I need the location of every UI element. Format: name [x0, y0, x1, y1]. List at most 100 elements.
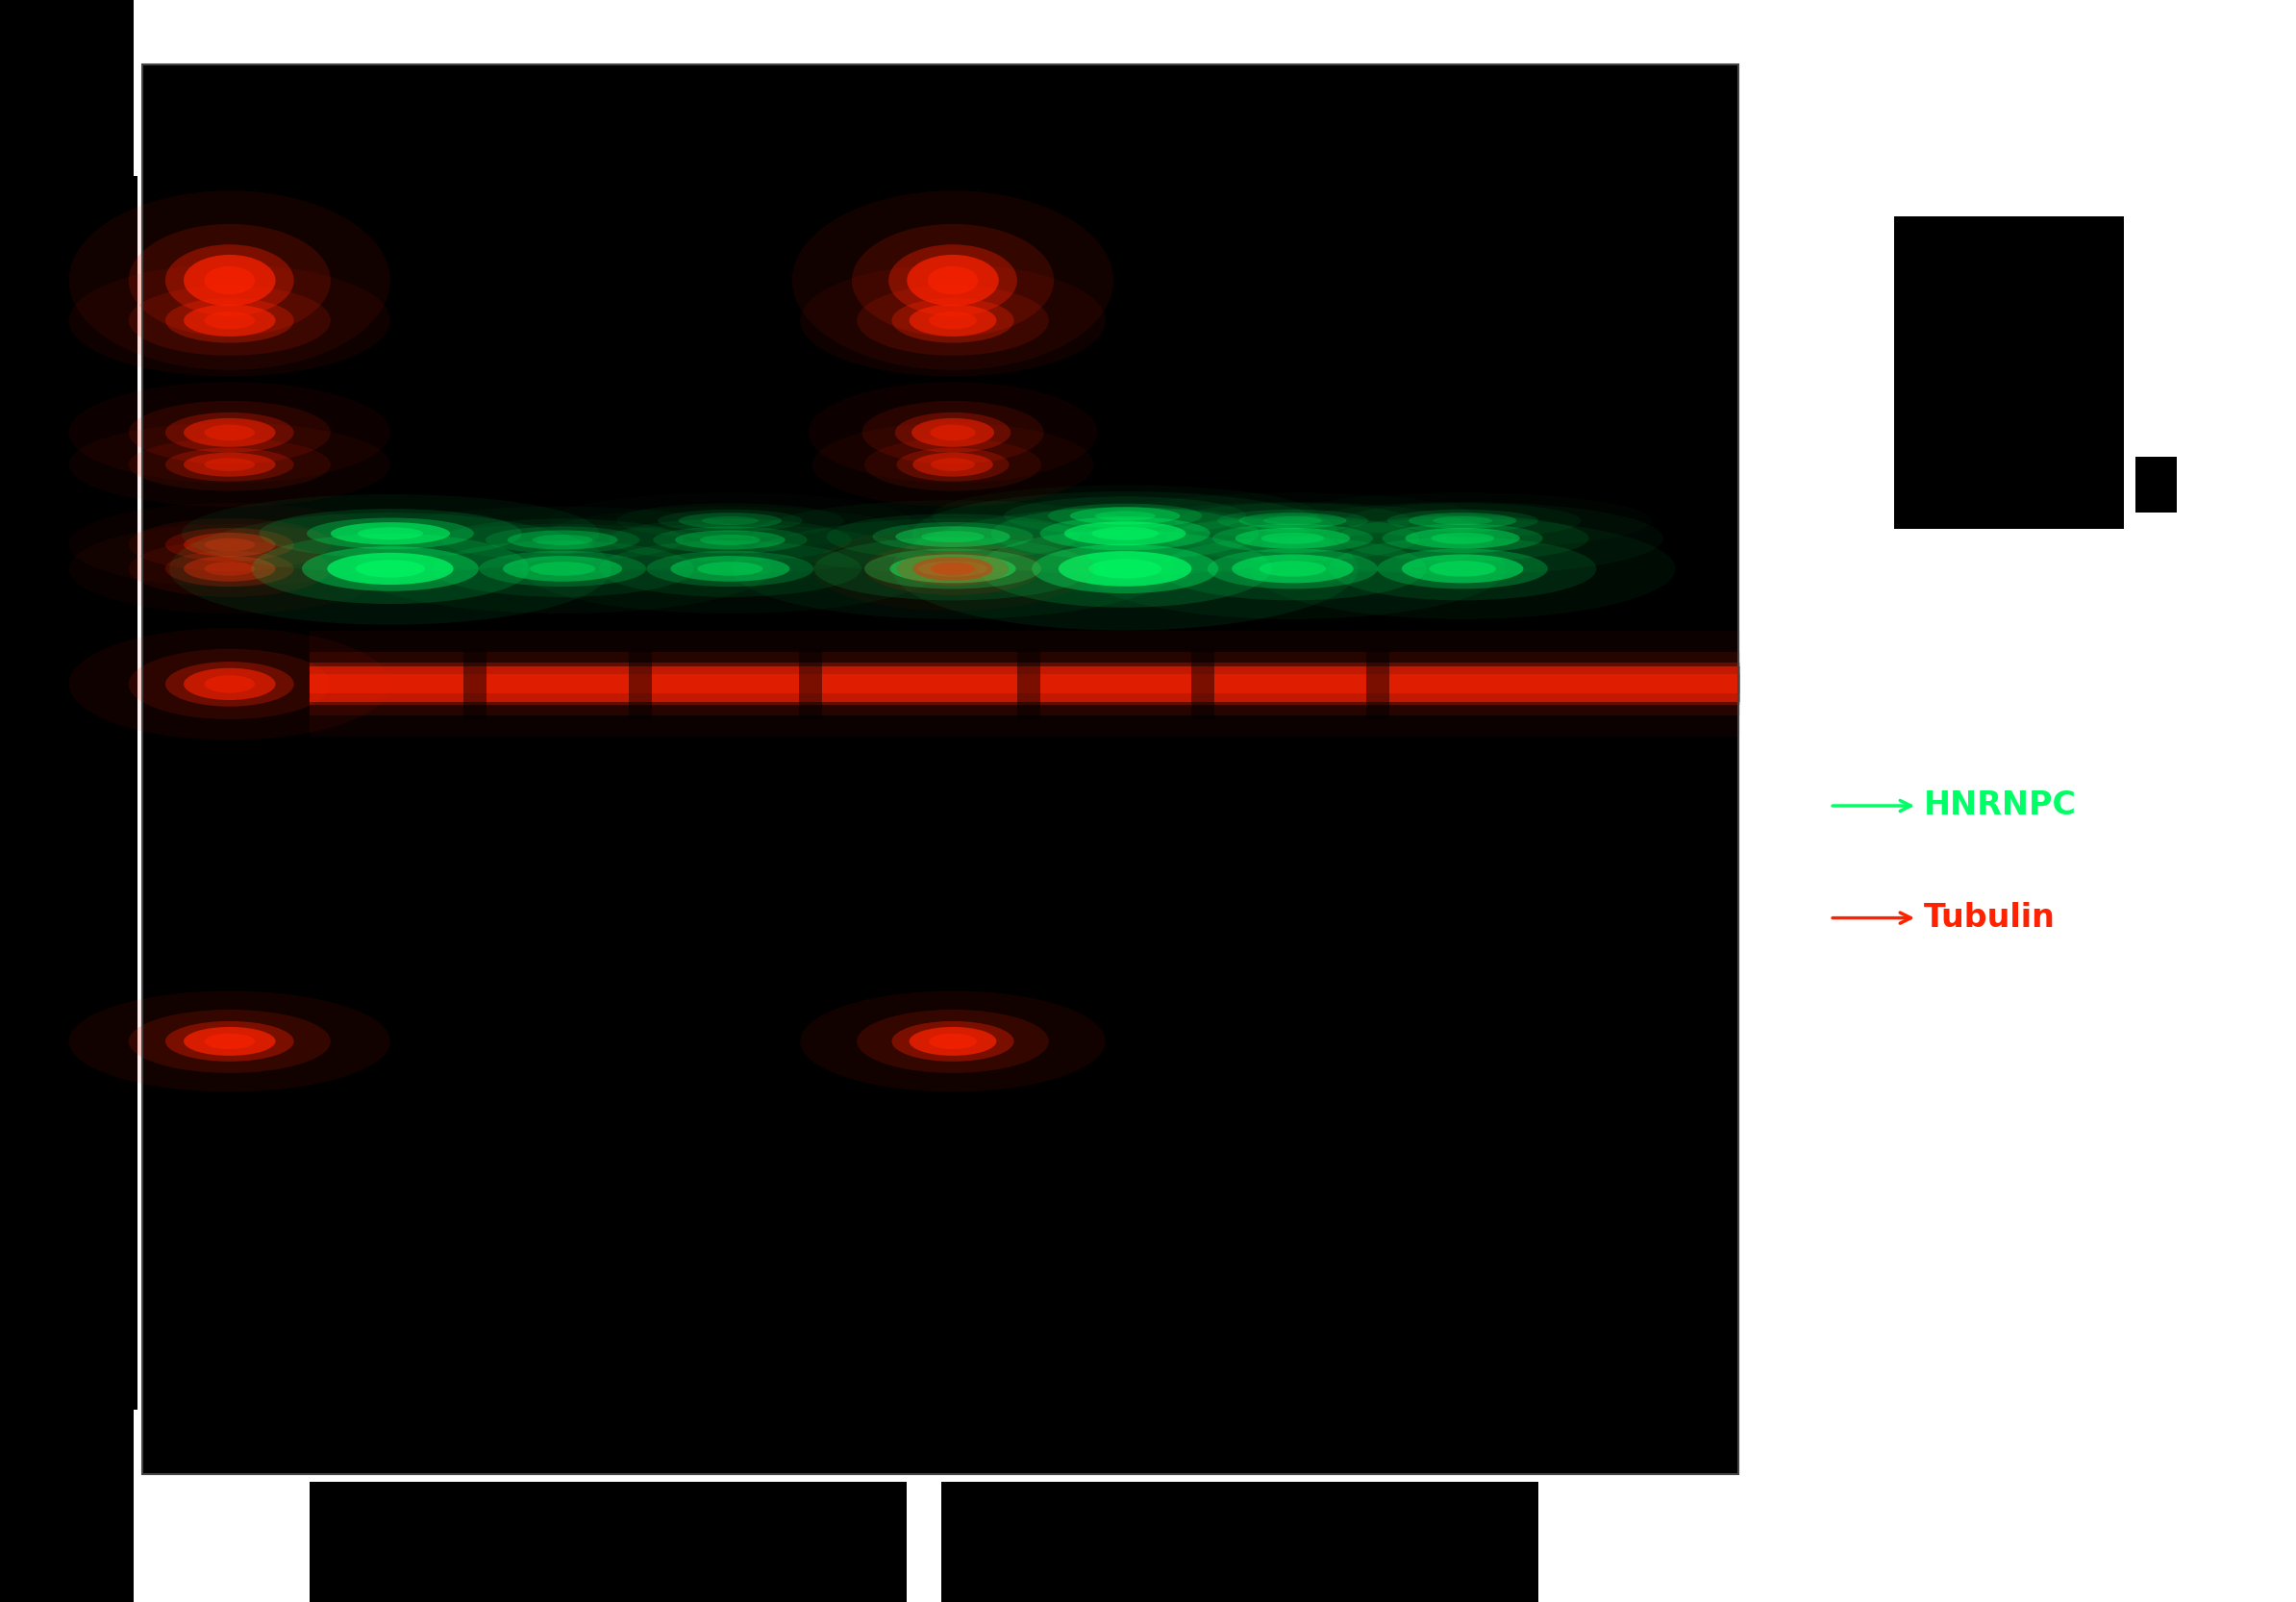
- Bar: [310, 674, 1740, 694]
- Ellipse shape: [1063, 522, 1185, 545]
- Ellipse shape: [914, 453, 992, 477]
- Ellipse shape: [928, 266, 978, 295]
- Ellipse shape: [863, 541, 1042, 596]
- Ellipse shape: [170, 513, 611, 625]
- Ellipse shape: [129, 224, 331, 336]
- Bar: [1366, 649, 1389, 719]
- Bar: [629, 649, 652, 719]
- Ellipse shape: [1258, 561, 1327, 577]
- Ellipse shape: [895, 412, 1010, 453]
- Ellipse shape: [1003, 497, 1247, 535]
- Ellipse shape: [69, 191, 390, 370]
- Ellipse shape: [675, 530, 785, 549]
- Ellipse shape: [69, 264, 390, 376]
- Ellipse shape: [599, 540, 861, 598]
- Ellipse shape: [647, 551, 813, 586]
- Ellipse shape: [918, 561, 987, 577]
- Ellipse shape: [1378, 548, 1548, 590]
- Ellipse shape: [358, 527, 422, 540]
- Ellipse shape: [1235, 529, 1350, 548]
- Ellipse shape: [165, 551, 294, 586]
- Ellipse shape: [659, 509, 804, 532]
- Ellipse shape: [921, 530, 985, 543]
- Ellipse shape: [1031, 545, 1219, 593]
- Ellipse shape: [1159, 537, 1426, 601]
- Ellipse shape: [331, 522, 450, 545]
- Ellipse shape: [827, 514, 1079, 559]
- Ellipse shape: [889, 245, 1017, 316]
- Ellipse shape: [1040, 517, 1210, 551]
- Ellipse shape: [652, 527, 808, 553]
- Ellipse shape: [799, 990, 1107, 1093]
- Ellipse shape: [978, 530, 1272, 607]
- Ellipse shape: [912, 418, 994, 447]
- Ellipse shape: [165, 662, 294, 706]
- Ellipse shape: [863, 548, 1042, 590]
- Ellipse shape: [204, 676, 255, 694]
- Ellipse shape: [1336, 516, 1589, 561]
- Bar: [310, 663, 1740, 705]
- Ellipse shape: [1231, 554, 1352, 583]
- Ellipse shape: [253, 533, 530, 604]
- Ellipse shape: [856, 285, 1049, 356]
- Bar: [142, 64, 1738, 1474]
- Text: Tubulin: Tubulin: [1924, 902, 2055, 934]
- Ellipse shape: [1058, 551, 1192, 586]
- Ellipse shape: [308, 517, 473, 549]
- Ellipse shape: [69, 381, 390, 484]
- Ellipse shape: [992, 506, 1258, 561]
- Ellipse shape: [204, 562, 255, 575]
- Ellipse shape: [507, 530, 618, 549]
- Ellipse shape: [930, 425, 976, 441]
- Ellipse shape: [259, 509, 521, 557]
- Ellipse shape: [356, 561, 425, 578]
- Ellipse shape: [1166, 516, 1419, 561]
- Ellipse shape: [181, 495, 599, 574]
- Ellipse shape: [889, 554, 1015, 583]
- Ellipse shape: [909, 304, 996, 336]
- Ellipse shape: [891, 1020, 1015, 1062]
- Ellipse shape: [799, 264, 1107, 376]
- Ellipse shape: [204, 458, 255, 471]
- Bar: [1017, 649, 1040, 719]
- Ellipse shape: [165, 298, 294, 343]
- Ellipse shape: [129, 1009, 331, 1073]
- Ellipse shape: [930, 562, 976, 575]
- Ellipse shape: [184, 1027, 276, 1056]
- Ellipse shape: [792, 191, 1114, 370]
- Ellipse shape: [69, 628, 390, 740]
- Ellipse shape: [861, 400, 1045, 465]
- Ellipse shape: [129, 439, 331, 492]
- Ellipse shape: [1382, 524, 1543, 553]
- Bar: [941, 1482, 1538, 1602]
- Ellipse shape: [165, 245, 294, 316]
- Bar: [1192, 649, 1215, 719]
- Ellipse shape: [1091, 527, 1159, 540]
- Ellipse shape: [1261, 532, 1325, 545]
- Ellipse shape: [1240, 513, 1345, 529]
- Ellipse shape: [165, 447, 294, 482]
- Ellipse shape: [891, 298, 1015, 343]
- Ellipse shape: [533, 535, 592, 545]
- Ellipse shape: [907, 255, 999, 306]
- Bar: [310, 1482, 907, 1602]
- Ellipse shape: [165, 1020, 294, 1062]
- Ellipse shape: [1405, 529, 1520, 548]
- Ellipse shape: [813, 537, 1093, 601]
- Ellipse shape: [184, 556, 276, 582]
- Ellipse shape: [852, 224, 1054, 336]
- Ellipse shape: [895, 525, 1010, 546]
- Ellipse shape: [69, 990, 390, 1093]
- Ellipse shape: [1212, 524, 1373, 553]
- Ellipse shape: [930, 311, 976, 328]
- Bar: [799, 649, 822, 719]
- Ellipse shape: [204, 266, 255, 295]
- Text: HNRNPC: HNRNPC: [1924, 790, 2078, 822]
- Ellipse shape: [1401, 554, 1525, 583]
- Ellipse shape: [303, 546, 480, 591]
- Ellipse shape: [698, 562, 762, 575]
- Ellipse shape: [1070, 506, 1180, 525]
- Ellipse shape: [480, 551, 645, 586]
- Ellipse shape: [912, 492, 1339, 575]
- Ellipse shape: [1217, 509, 1368, 532]
